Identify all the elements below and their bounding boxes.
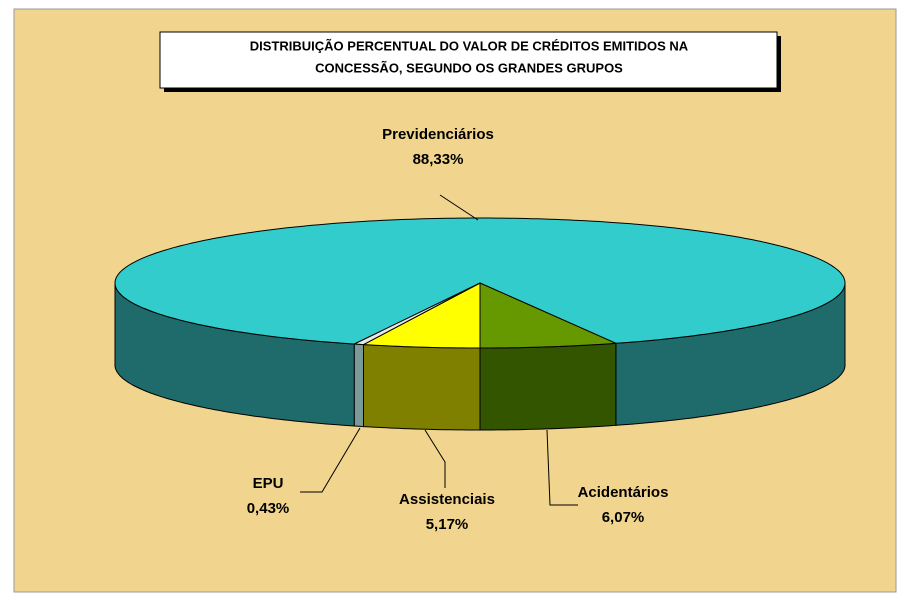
title-box xyxy=(159,31,778,89)
leader-line xyxy=(439,194,479,221)
value-label: 0,43% xyxy=(247,500,290,517)
value-label: 88,33% xyxy=(413,151,464,168)
value-label: 6,07% xyxy=(602,509,645,526)
slice-side xyxy=(353,343,364,428)
leader-line xyxy=(424,429,446,488)
slice-label: EPU xyxy=(253,475,284,492)
pie xyxy=(114,217,846,431)
slice-label: Previdenciários xyxy=(382,126,494,143)
chart-title: DISTRIBUIÇÃO PERCENTUAL DO VALOR DE CRÉD… xyxy=(250,38,689,53)
leader-line xyxy=(546,429,578,506)
slice-side xyxy=(479,342,617,431)
slice-side xyxy=(363,344,481,431)
labels: Assistenciais 5,17% EPU 0,43% Previdenciário… xyxy=(247,126,669,533)
chart-title: CONCESSÃO, SEGUNDO OS GRANDES GRUPOS xyxy=(315,60,623,75)
slice xyxy=(479,282,617,349)
slice-label: Assistenciais xyxy=(399,491,495,508)
slice xyxy=(361,282,481,349)
value-label: 5,17% xyxy=(426,516,469,533)
leader-line xyxy=(300,427,361,493)
slice-label: Acidentários xyxy=(578,484,669,501)
